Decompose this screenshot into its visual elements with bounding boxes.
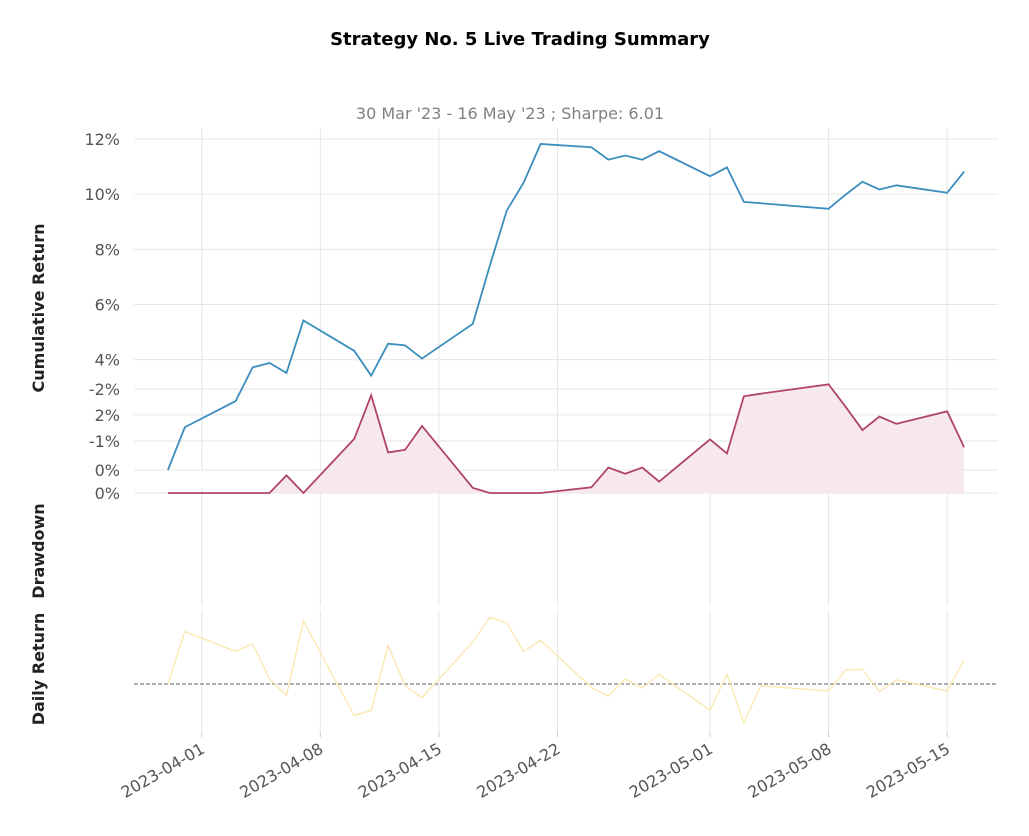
y-tick-label: 0% [95, 484, 120, 503]
y-tick-label: 12% [84, 130, 120, 149]
y-tick-label: 0% [95, 461, 120, 480]
y-tick-label: 2% [95, 406, 120, 425]
daily-return-line [167, 616, 965, 725]
x-tick-label: 2023-05-08 [745, 739, 835, 802]
chart-subtitle: 30 Mar '23 - 16 May '23 ; Sharpe: 6.01 [356, 104, 664, 123]
y-tick-label: 10% [84, 185, 120, 204]
daily-return-panel: Daily Return [29, 610, 948, 732]
daily-return-axis-label: Daily Return [29, 613, 48, 726]
drawdown-area [167, 384, 965, 493]
x-tick-label: 2023-05-01 [626, 739, 716, 802]
y-tick-label: 4% [95, 351, 120, 370]
cumulative-return-axis-label: Cumulative Return [29, 224, 48, 393]
x-tick-label: 2023-04-22 [474, 739, 564, 802]
y-tick-label: 8% [95, 240, 120, 259]
x-axis-ticks: 2023-04-01 2023-04-08 2023-04-15 2023-04-22… [118, 732, 953, 802]
x-tick-label: 2023-04-08 [236, 739, 326, 802]
x-tick-label: 2023-04-01 [118, 739, 208, 802]
x-tick-label: 2023-05-15 [863, 739, 953, 802]
drawdown-axis-label: Drawdown [29, 503, 48, 598]
y-tick-label: -1% [89, 432, 120, 451]
cumulative-return-panel: 0% 2% 4% 6% 8% 10% 12% Cumulative Return [29, 128, 998, 480]
x-tick-label: 2023-04-15 [355, 739, 445, 802]
y-tick-label: 6% [95, 296, 120, 315]
y-tick-label: -2% [89, 380, 120, 399]
chart-title: Strategy No. 5 Live Trading Summary [330, 29, 710, 50]
